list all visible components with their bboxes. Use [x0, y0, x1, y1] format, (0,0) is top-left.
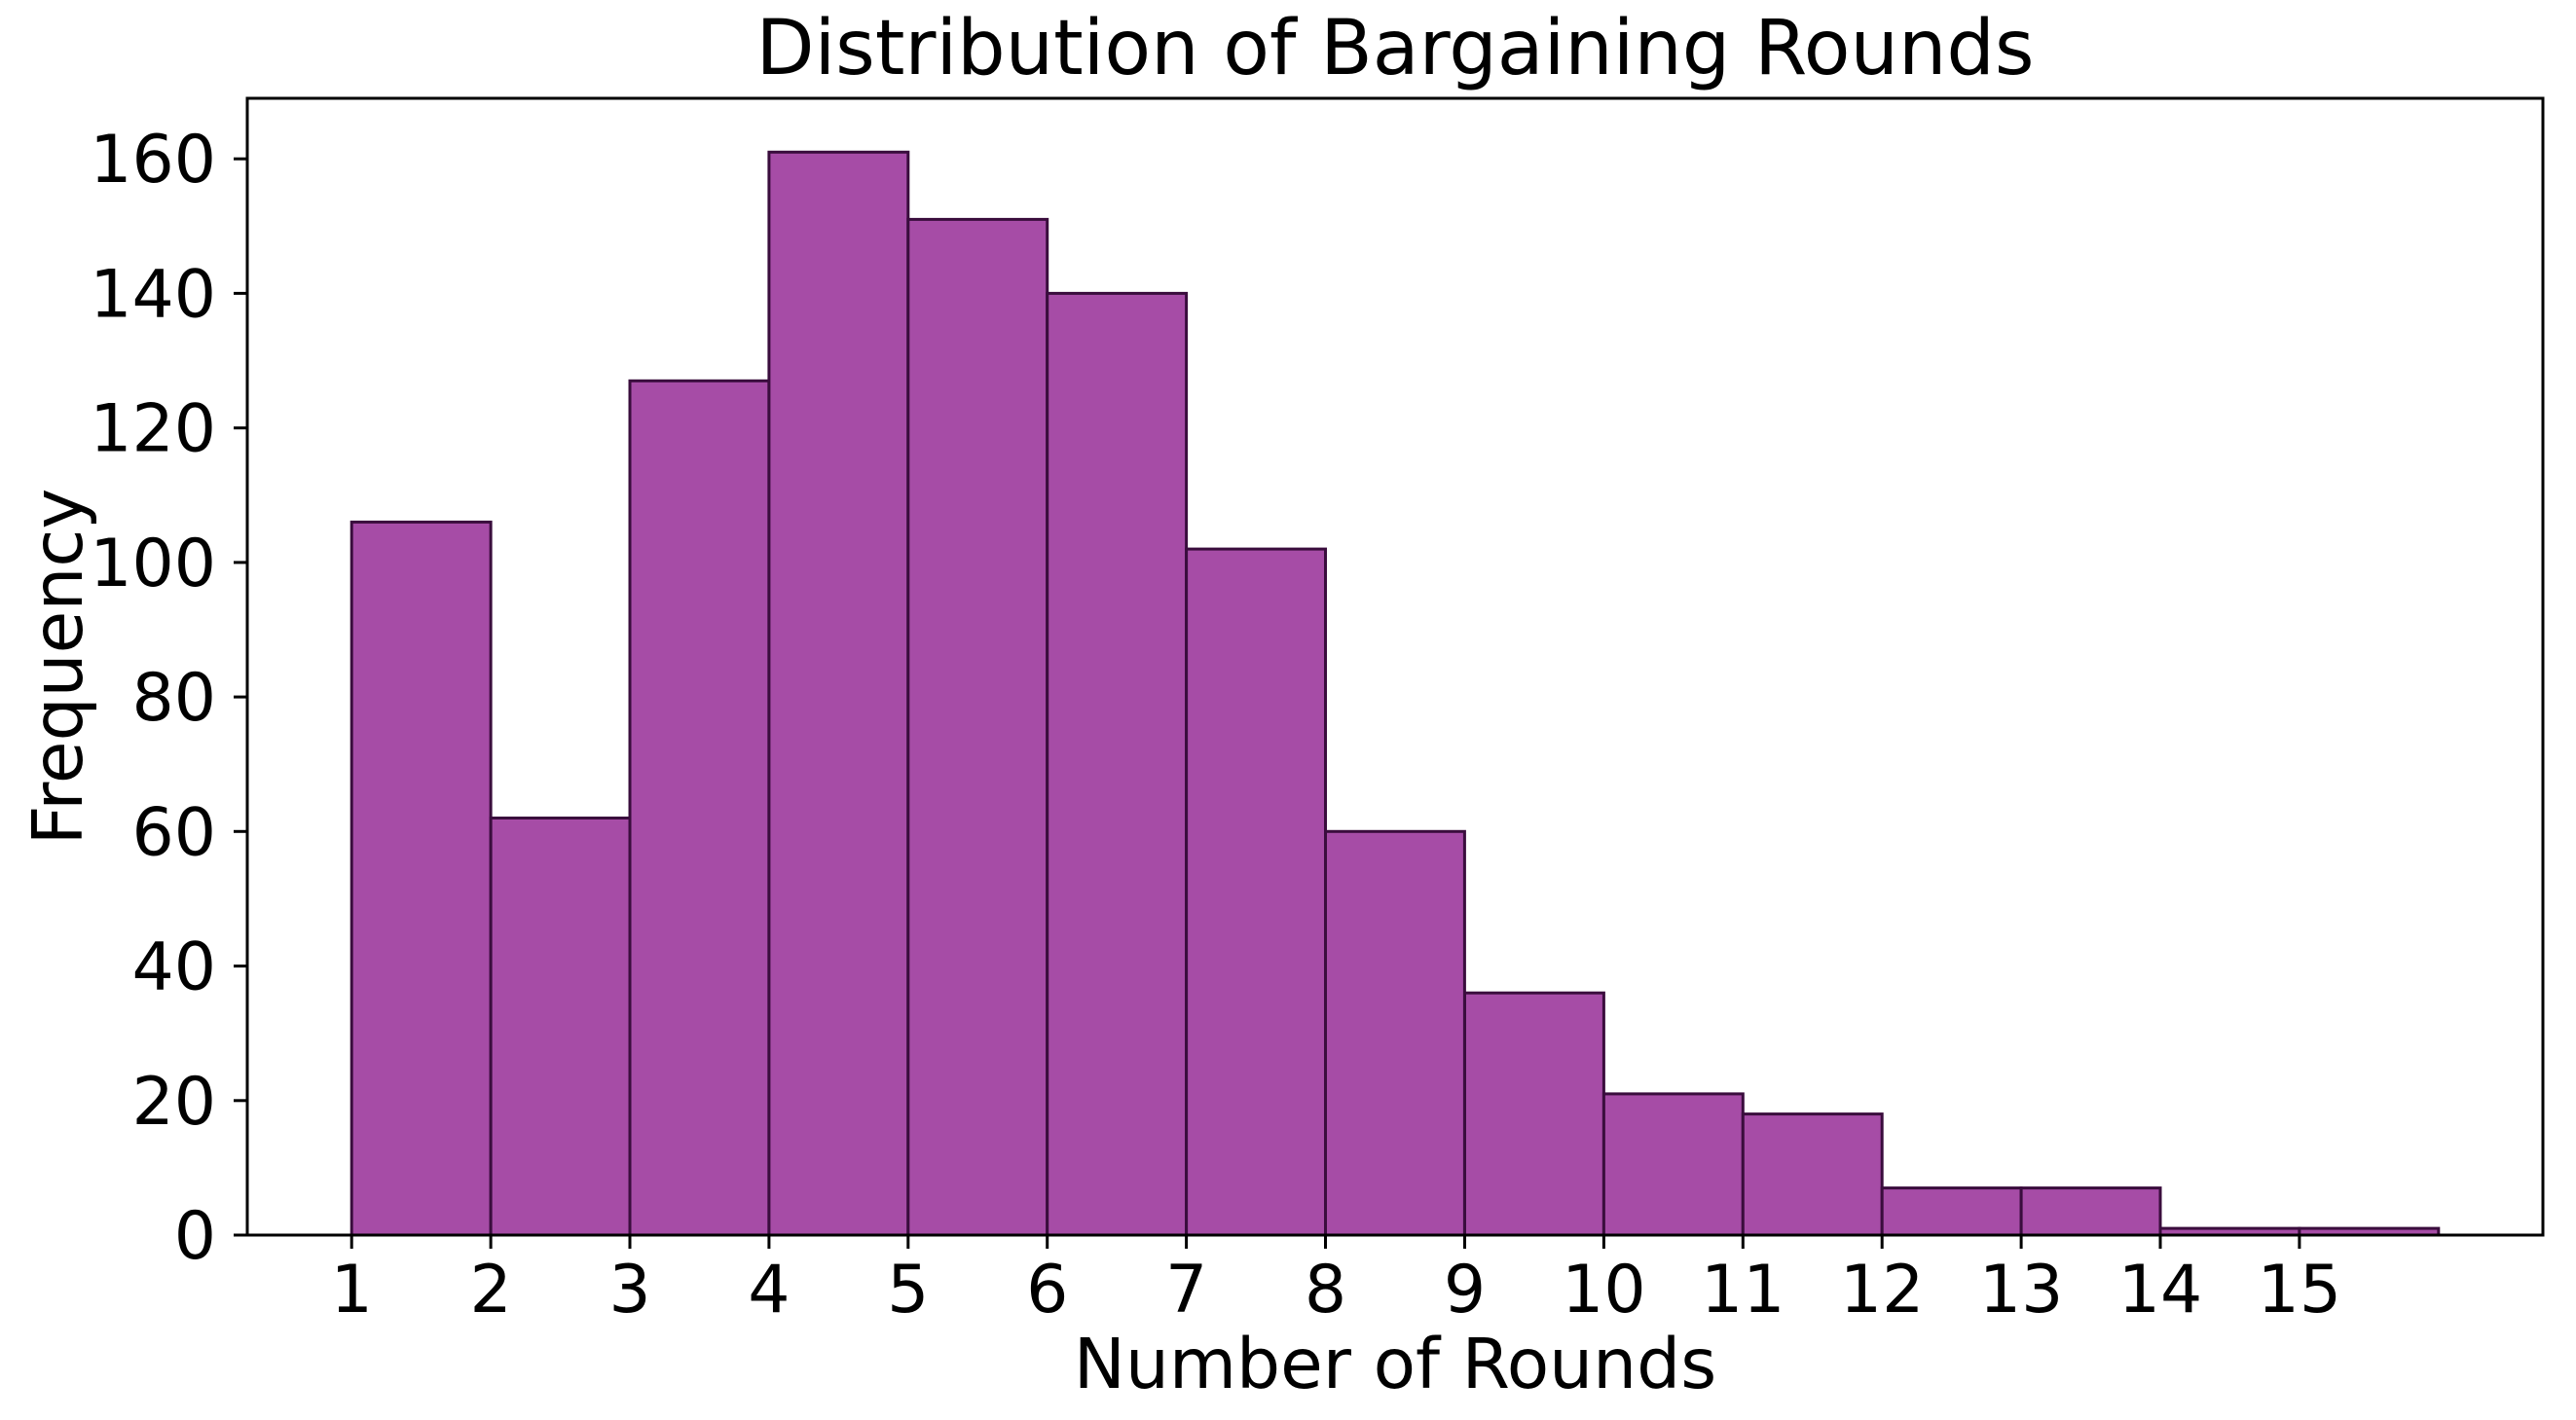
plot-border: [245, 96, 2545, 1237]
histogram-bar: [1463, 991, 1605, 1237]
x-tick-label: 12: [1840, 1252, 1925, 1329]
histogram-bar: [350, 520, 493, 1237]
x-tick-label: 5: [887, 1252, 929, 1329]
y-axis-ticks: 0 20 40 60 80 100 120 140 160: [90, 122, 247, 1275]
histogram-bar: [1046, 291, 1189, 1237]
x-tick-label: 1: [331, 1252, 373, 1329]
y-tick-label: 0: [174, 1198, 216, 1275]
histogram-bar: [628, 379, 771, 1237]
y-tick-label: 20: [131, 1064, 216, 1141]
y-tick-label: 80: [131, 660, 216, 737]
y-tick-label: 40: [131, 929, 216, 1006]
y-tick-label: 160: [90, 122, 216, 199]
y-tick-label: 100: [90, 526, 216, 602]
histogram-bar: [1741, 1112, 1884, 1237]
x-tick-label: 8: [1305, 1252, 1346, 1329]
x-axis-label: Number of Rounds: [1074, 1324, 1716, 1404]
x-tick-label: 9: [1444, 1252, 1486, 1329]
histogram-bar: [906, 217, 1049, 1237]
histogram-bar: [489, 817, 632, 1237]
y-tick-label: 120: [90, 391, 216, 468]
x-tick-label: 6: [1026, 1252, 1068, 1329]
x-tick-label: 2: [469, 1252, 511, 1329]
histogram-bar: [1601, 1092, 1745, 1237]
histogram-bar: [1880, 1186, 2023, 1237]
histogram-bar: [1185, 547, 1327, 1237]
y-tick-label: 140: [90, 256, 216, 333]
x-tick-label: 14: [2118, 1252, 2203, 1329]
bars-group: [350, 150, 2441, 1237]
x-tick-label: 10: [1562, 1252, 1646, 1329]
x-axis-ticks: 1 2 3 4 5 6 7 8 9 10 11 12 13 14 15: [331, 1235, 2342, 1329]
x-tick-label: 3: [608, 1252, 650, 1329]
histogram-bar: [1324, 829, 1466, 1237]
x-tick-label: 7: [1165, 1252, 1207, 1329]
x-tick-label: 15: [2258, 1252, 2342, 1329]
y-axis-label: Frequency: [18, 489, 98, 846]
chart-title: Distribution of Bargaining Rounds: [755, 5, 2034, 92]
y-tick-label: 60: [131, 794, 216, 871]
x-tick-label: 4: [748, 1252, 790, 1329]
histogram-bar: [2019, 1186, 2162, 1237]
histogram-bar: [767, 150, 910, 1237]
x-tick-label: 11: [1701, 1252, 1785, 1329]
x-tick-label: 13: [1979, 1252, 2064, 1329]
